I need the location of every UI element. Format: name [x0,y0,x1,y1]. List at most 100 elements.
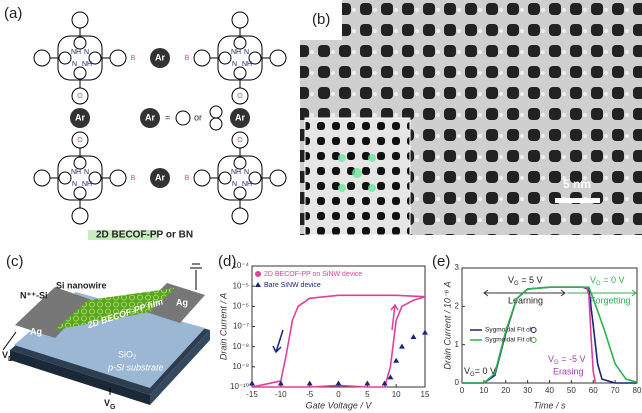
pyrrole [73,186,87,200]
phenyl [71,207,89,225]
x-tick-label: 80 [633,386,642,395]
phenyl [269,49,287,67]
pyrrole [233,36,247,50]
marker [387,374,394,380]
arrow [483,289,566,297]
x-axis-label: Gate Voltage / V [306,400,373,410]
x-tick-label: 60 [589,386,598,395]
x-tick-label: 40 [545,386,554,395]
ar-label: Ar [145,112,155,122]
atom: NH [71,49,81,56]
y-tick-label: 10⁻⁷ [233,322,249,331]
annotation: Learning [508,295,543,305]
atom: N [72,61,77,68]
inset-overlay [338,154,376,192]
porphyrin [217,35,263,81]
panel-label: (c) [6,253,24,270]
pyrrole [233,66,247,80]
atom: NH [242,61,252,68]
label: VD [2,350,13,362]
panel-label: (d) [218,253,236,270]
atom: N [232,61,237,68]
annotation-rest: = 0 V [601,275,625,285]
annotation-main: V [464,366,470,376]
atom: N [84,49,89,56]
naphthalene [209,117,223,131]
scale-text: 5 nm [563,177,591,191]
x-tick-label: 50 [567,386,576,395]
pyrrole [233,156,247,170]
legend-text: Sygmoidal Fit of [485,327,532,334]
pyrrole [218,51,232,65]
x-tick-label: 0 [460,386,465,395]
y-tick-label: 3 [455,263,460,272]
marker [393,357,400,363]
electrode [140,283,205,323]
legend-swatch [88,230,158,240]
substrate-side [10,350,150,405]
y-axis-label: Drain Current / A [218,293,228,360]
marker [410,334,417,340]
annotation-rest: = -5 V [559,354,586,364]
annotation-main: V [590,275,596,285]
pyrrole [88,171,102,185]
y-tick-label: 1 [455,340,460,349]
porphyrin [57,155,103,201]
series-line [585,286,597,384]
x-tick-label: -10 [275,390,287,399]
pyrrole [233,186,247,200]
wire-line [2,331,17,351]
label: N⁺⁺-Si [20,290,48,300]
ar-ring [150,168,170,188]
marker [422,329,428,335]
series-line [252,295,426,388]
arrow [390,303,399,331]
atom: N [84,169,89,176]
pyrrole [218,171,232,185]
atom: B [131,175,136,182]
phenyl [33,49,51,67]
electrode [15,287,92,338]
atom: N [244,169,249,176]
atom: NH [231,49,241,56]
y-tick-label: 10⁻⁵ [233,281,249,290]
phenyl [71,11,89,29]
arrow [272,329,284,354]
annotation: VG = 5 V [508,275,542,286]
phenyl [269,169,287,187]
marker [335,380,342,386]
ar-ring [70,108,90,128]
annotation-sub: G [554,360,559,366]
x-tick-label: 70 [611,386,620,395]
annotation-sub: G [514,281,519,287]
panel-label: (e) [432,253,450,270]
atom: O [77,93,83,100]
film [55,288,175,330]
phenyl [109,169,127,187]
legend-text: 2D BECOF-PP on SiNW device [264,271,362,278]
legend-text: 2D BECOF-PP or BN [96,230,193,241]
pyrrole [88,51,102,65]
annotation-main: V [548,354,554,364]
marker [364,380,371,386]
marker [277,380,284,386]
y-tick-label: 10⁻¹⁰ [230,382,249,391]
atom: B [131,55,136,62]
atom: NH [242,181,252,188]
or: or [194,112,202,122]
atom: B [185,175,190,182]
pyrrole [58,51,72,65]
corner [300,0,342,40]
marker [398,343,405,349]
atom: N [232,181,237,188]
series-line [251,294,426,388]
annotation-rest: = 0 V [475,366,496,376]
x-tick-label: 10 [392,390,401,399]
phenyl [231,11,249,29]
atom: N [72,181,77,188]
annotation-sub: G [596,281,601,287]
y-tick-label: 10⁻⁴ [232,261,249,270]
porphyrin [217,155,263,201]
label: Ag [176,297,188,307]
